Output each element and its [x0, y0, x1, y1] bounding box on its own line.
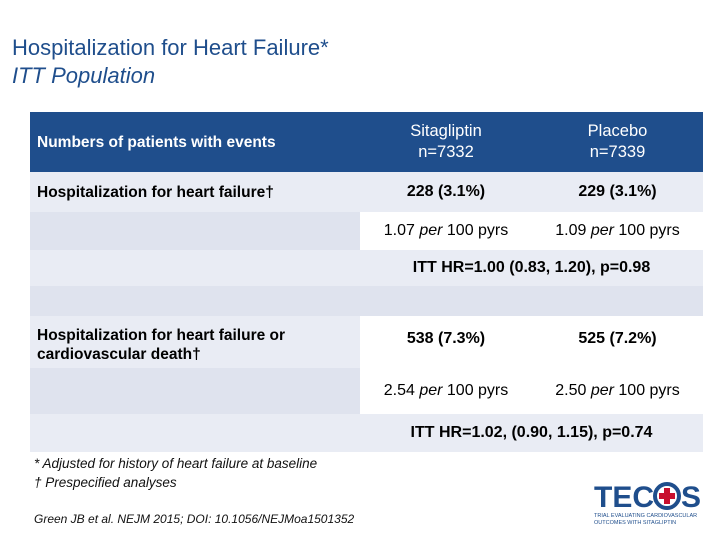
title-line-2: ITT Population	[12, 63, 156, 88]
cvd-placebo-rate-unit: 100 pyrs	[618, 382, 680, 399]
logo-tagline-1: TRIAL EVALUATING CARDIOVASCULAR	[594, 513, 697, 519]
cvd-sita-rate-num: 2.54	[383, 382, 415, 399]
header-sitagliptin-name: Sitagliptin	[410, 122, 482, 140]
hhf-sita-rate-num: 1.07	[383, 222, 415, 239]
hhf-placebo-rate-per: per	[590, 222, 614, 239]
cvd-label-line-1: Hospitalization for heart failure or	[37, 327, 286, 344]
citation: Green JB et al. NEJM 2015; DOI: 10.1056/…	[34, 512, 355, 526]
cvd-sita-rate-unit: 100 pyrs	[446, 382, 509, 399]
header-placebo-n: n=7339	[589, 143, 646, 161]
cvd-label-line-2: cardiovascular death†	[37, 346, 201, 363]
header-placebo-name: Placebo	[587, 122, 648, 140]
hhf-sita-rate-per: per	[419, 222, 443, 239]
header-sitagliptin-n: n=7332	[418, 143, 474, 161]
table-row-cvd-rate: 2.54 per 100 pyrs 2.50 per 100 pyrs	[30, 368, 703, 414]
header-label: Numbers of patients with events	[30, 112, 360, 172]
table-row-hhf-rate: 1.07 per 100 pyrs 1.09 per 100 pyrs	[30, 212, 703, 250]
header-sitagliptin: Sitagliptin n=7332	[360, 112, 532, 172]
logo-o-graphic-icon	[653, 482, 681, 510]
logo-tagline-2: OUTCOMES WITH SITAGLIPTIN	[594, 520, 676, 526]
logo-letter-s: S	[681, 481, 701, 514]
tecos-logo: TEC S TRIAL EVALUATING CARDIOVASCULAR OU…	[592, 477, 710, 527]
hhf-placebo-events: 229 (3.1%)	[578, 183, 657, 200]
hhf-placebo-rate-unit: 100 pyrs	[618, 222, 680, 239]
cvd-sita-rate-per: per	[419, 382, 443, 399]
table-row-cvd-events: Hospitalization for heart failure or car…	[30, 316, 703, 368]
cvd-label: Hospitalization for heart failure or car…	[30, 316, 360, 368]
cvd-sita-events: 538 (7.3%)	[406, 330, 486, 347]
cvd-placebo-rate: 2.50 per 100 pyrs	[532, 368, 703, 414]
title-line-1: Hospitalization for Heart Failure*	[12, 35, 329, 60]
logo-letters-tec: TEC	[594, 481, 654, 514]
footnote-1: * Adjusted for history of heart failure …	[34, 456, 318, 471]
cvd-sita-rate: 2.54 per 100 pyrs	[360, 368, 532, 414]
table-row-hhf-events: Hospitalization for heart failure† 228 (…	[30, 172, 703, 212]
cvd-hr-blank	[30, 414, 360, 452]
cvd-hr: ITT HR=1.02, (0.90, 1.15), p=0.74	[410, 424, 653, 441]
hhf-hr: ITT HR=1.00 (0.83, 1.20), p=0.98	[412, 259, 651, 276]
hhf-label: Hospitalization for heart failure†	[30, 172, 360, 212]
results-table: Numbers of patients with events Sitaglip…	[30, 112, 703, 452]
header-label-text: Numbers of patients with events	[37, 133, 276, 151]
tecos-logo-graphic: TEC S TRIAL EVALUATING CARDIOVASCULAR OU…	[594, 481, 701, 526]
hhf-placebo-rate-num: 1.09	[555, 222, 587, 239]
footnotes: * Adjusted for history of heart failure …	[34, 454, 317, 492]
hhf-rate-blank	[30, 212, 360, 250]
hhf-sita-rate: 1.07 per 100 pyrs	[360, 212, 532, 250]
header-placebo: Placebo n=7339	[532, 112, 703, 172]
cvd-placebo-events: 525 (7.2%)	[578, 330, 657, 347]
slide-title: Hospitalization for Heart Failure* ITT P…	[12, 34, 329, 90]
hhf-sita-events: 228 (3.1%)	[406, 183, 486, 200]
cvd-placebo-rate-per: per	[590, 382, 614, 399]
table-row-cvd-hr: ITT HR=1.02, (0.90, 1.15), p=0.74	[30, 414, 703, 452]
table-row-spacer	[30, 286, 703, 316]
footnote-2: † Prespecified analyses	[34, 475, 177, 490]
hhf-sita-rate-unit: 100 pyrs	[446, 222, 509, 239]
table-row-hhf-hr: ITT HR=1.00 (0.83, 1.20), p=0.98	[30, 250, 703, 286]
cvd-placebo-rate-num: 2.50	[555, 382, 587, 399]
cvd-rate-blank	[30, 368, 360, 414]
hhf-placebo-rate: 1.09 per 100 pyrs	[532, 212, 703, 250]
hhf-label-text: Hospitalization for heart failure†	[37, 184, 274, 201]
table-header-row: Numbers of patients with events Sitaglip…	[30, 112, 703, 172]
hhf-hr-blank	[30, 250, 360, 286]
